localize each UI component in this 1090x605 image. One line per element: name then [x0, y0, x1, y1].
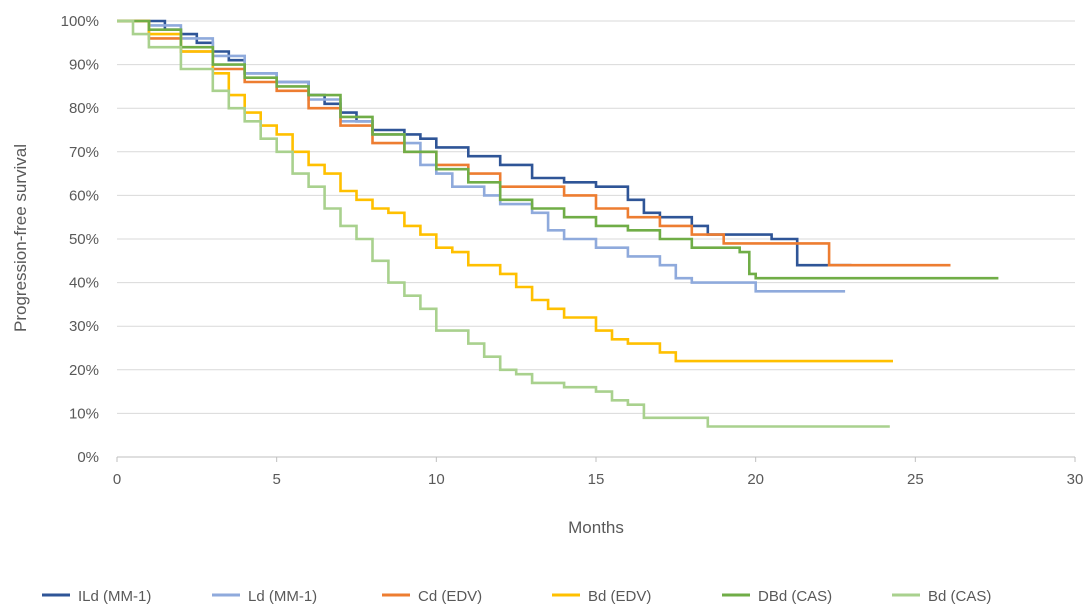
- y-tick-label: 80%: [69, 100, 99, 117]
- y-tick-label: 70%: [69, 144, 99, 161]
- legend-label: ILd (MM-1): [78, 588, 151, 605]
- series-line-ild-mm-1: [117, 19, 852, 267]
- series-line-bd-edv: [117, 19, 893, 363]
- y-tick-label: 50%: [69, 231, 99, 248]
- legend-label: DBd (CAS): [758, 588, 832, 605]
- x-tick-label: 15: [588, 471, 605, 488]
- x-tick-label: 25: [907, 471, 924, 488]
- x-tick-label: 30: [1067, 471, 1084, 488]
- x-tick-label: 5: [272, 471, 280, 488]
- y-tick-label: 100%: [61, 13, 99, 30]
- legend-label: Cd (EDV): [418, 588, 482, 605]
- axes: [116, 456, 1076, 462]
- y-tick-label: 0%: [77, 449, 99, 466]
- x-axis-title: Months: [568, 518, 624, 537]
- legend-label: Ld (MM-1): [248, 588, 317, 605]
- y-tick-label: 40%: [69, 275, 99, 292]
- tick-labels: 0% 10% 20% 30% 40% 50% 60% 70% 80% 90% 100% 0 5 10 15 2…: [61, 13, 1084, 488]
- series-line-cd-edv: [117, 19, 951, 267]
- y-tick-label: 60%: [69, 187, 99, 204]
- y-tick-label: 10%: [69, 405, 99, 422]
- legend: ILd (MM-1) Ld (MM-1) Cd (EDV) Bd (EDV) DBd (…: [42, 588, 991, 605]
- legend-label: Bd (CAS): [928, 588, 991, 605]
- y-tick-label: 90%: [69, 57, 99, 74]
- x-tick-label: 0: [113, 471, 121, 488]
- y-tick-label: 20%: [69, 362, 99, 379]
- x-tick-label: 10: [428, 471, 445, 488]
- series-line-dbd-cas: [117, 19, 999, 280]
- series-lines: [117, 19, 999, 428]
- y-tick-label: 30%: [69, 318, 99, 335]
- x-tick-label: 20: [747, 471, 764, 488]
- series-line-ld-mm-1: [117, 19, 846, 293]
- y-axis-title: Progression-free survival: [11, 144, 30, 332]
- series-line-bd-cas: [117, 19, 890, 428]
- legend-label: Bd (EDV): [588, 588, 651, 605]
